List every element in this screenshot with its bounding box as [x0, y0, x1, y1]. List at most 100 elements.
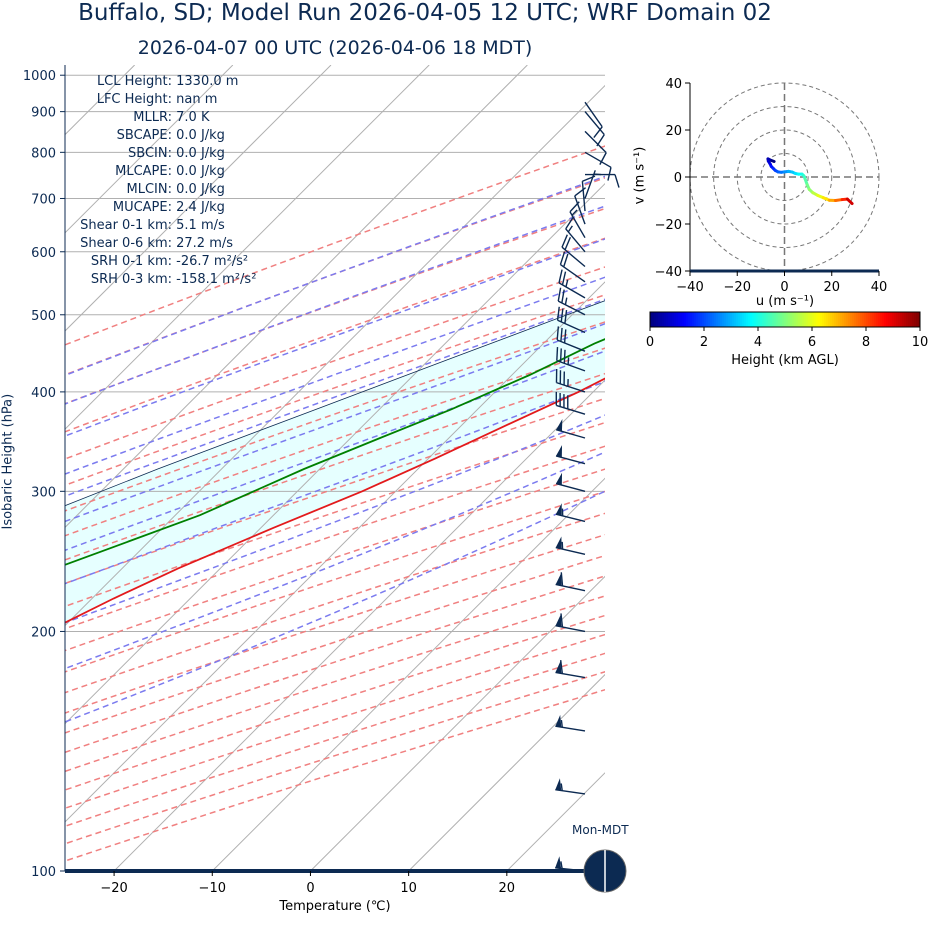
colorbar-cell: [764, 312, 767, 327]
stat-value: nan m: [172, 92, 218, 107]
barb-full: [596, 134, 605, 147]
wind-barb: [565, 217, 586, 253]
barb-half: [565, 279, 569, 288]
colorbar-cell: [868, 312, 871, 327]
colorbar-tick-label: 4: [754, 335, 762, 350]
colorbar-cell: [878, 312, 881, 327]
dry-adiabat: [65, 421, 605, 608]
colorbar-cell: [700, 312, 703, 327]
colorbar-cell: [874, 312, 877, 327]
wind-barb: [574, 187, 587, 225]
barb-full: [607, 167, 612, 181]
colorbar-cell: [792, 312, 795, 327]
colorbar-cell: [672, 312, 675, 327]
stat-value: 1330.0 m: [172, 74, 239, 89]
stat-row: SBCAPE: 0.0 J/kg: [60, 127, 256, 145]
y-tick-label: 400: [31, 386, 56, 401]
colorbar-cell: [862, 312, 865, 327]
barb-full: [593, 126, 603, 138]
dry-adiabat: [65, 397, 605, 585]
stat-row: MLCAPE: 0.0 J/kg: [60, 163, 256, 181]
barb-full: [560, 327, 563, 342]
colorbar-cell: [826, 312, 829, 327]
colorbar-cell: [652, 312, 655, 327]
isotherm: [65, 183, 605, 725]
barb-flag: [556, 472, 563, 486]
isotherm: [113, 379, 605, 871]
wind-barb: [555, 536, 586, 555]
colorbar-cell: [734, 312, 737, 327]
moon-label: Mon-MDT: [572, 823, 629, 837]
colorbar-cell: [916, 312, 919, 327]
colorbar-cell: [798, 312, 801, 327]
colorbar-cell: [780, 312, 783, 327]
colorbar-cell: [846, 312, 849, 327]
barb-shaft: [557, 300, 586, 316]
barb-half: [561, 508, 564, 516]
wind-barb: [584, 111, 605, 147]
barb-shaft: [565, 228, 586, 253]
colorbar-cell: [720, 312, 723, 327]
colorbar-cell: [822, 312, 825, 327]
colorbar-cell: [844, 312, 847, 327]
parcel-line: [65, 300, 605, 507]
y-axis-label: Isobaric Height (hPa): [0, 393, 16, 530]
hodograph-x-label: u (m s⁻¹): [755, 294, 815, 309]
stat-label: MLCIN:: [126, 182, 172, 197]
colorbar-tick-label: 2: [700, 335, 708, 350]
wind-barb: [584, 151, 612, 181]
wind-barb: [557, 287, 586, 316]
barb-shaft: [556, 381, 586, 393]
colorbar-cell: [886, 312, 889, 327]
stat-row: LFC Height: nan m: [60, 91, 256, 109]
stat-row: SRH 0-1 km: -26.7 m²/s²: [60, 253, 256, 271]
barb-full: [557, 287, 562, 302]
colorbar-cell: [708, 312, 711, 327]
barb-flag: [555, 714, 562, 728]
stat-row: Shear 0-1 km: 5.1 m/s: [60, 217, 256, 235]
colorbar-cell: [696, 312, 699, 327]
moist-adiabat: [65, 350, 605, 552]
barb-shaft: [557, 319, 586, 334]
colorbar-cell: [802, 312, 805, 327]
isotherm: [604, 870, 605, 871]
colorbar-cell: [896, 312, 899, 327]
colorbar-cell: [904, 312, 907, 327]
colorbar-cell: [670, 312, 673, 327]
colorbar-cell: [692, 312, 695, 327]
isotherm: [65, 65, 234, 234]
colorbar-cell: [770, 312, 773, 327]
barb-half: [561, 541, 564, 550]
stat-value: -158.1 m²/s²: [172, 272, 257, 287]
dry-adiabat: [65, 490, 605, 673]
stat-value: 0.0 J/kg: [172, 128, 225, 143]
skewt-axes: 100 200 300 400 500 600 700 800 900 1000 −20 −10 0 10…: [23, 65, 605, 896]
colorbar-cell: [740, 312, 743, 327]
wind-barb: [555, 472, 586, 492]
colorbar-cell: [712, 312, 715, 327]
barb-shaft: [584, 130, 607, 154]
stats-panel: LCL Height: 1330.0 m LFC Height: nan m MLL…: [60, 73, 256, 289]
barb-full: [559, 348, 562, 363]
colorbar-cell: [680, 312, 683, 327]
wind-barbs: [555, 101, 620, 872]
barb-half: [560, 861, 563, 869]
stat-row: LCL Height: 1330.0 m: [60, 73, 256, 91]
colorbar-cell: [824, 312, 827, 327]
colorbar-cell: [666, 312, 669, 327]
barb-full: [559, 370, 562, 384]
colorbar-tick-label: 6: [808, 335, 816, 350]
barb-shaft: [584, 111, 605, 136]
colorbar-cell: [778, 312, 781, 327]
colorbar-cell: [730, 312, 733, 327]
barb-half: [567, 225, 573, 233]
colorbar-cell: [890, 312, 893, 327]
colorbar-cell: [684, 312, 687, 327]
barb-shaft: [556, 404, 586, 415]
barb-full: [560, 308, 564, 323]
barb-shaft: [555, 513, 586, 523]
barb-full: [555, 369, 558, 383]
stat-row: Shear 0-6 km: 27.2 m/s: [60, 235, 256, 253]
x-tick-label: 10: [400, 881, 417, 896]
barb-full: [559, 660, 564, 674]
